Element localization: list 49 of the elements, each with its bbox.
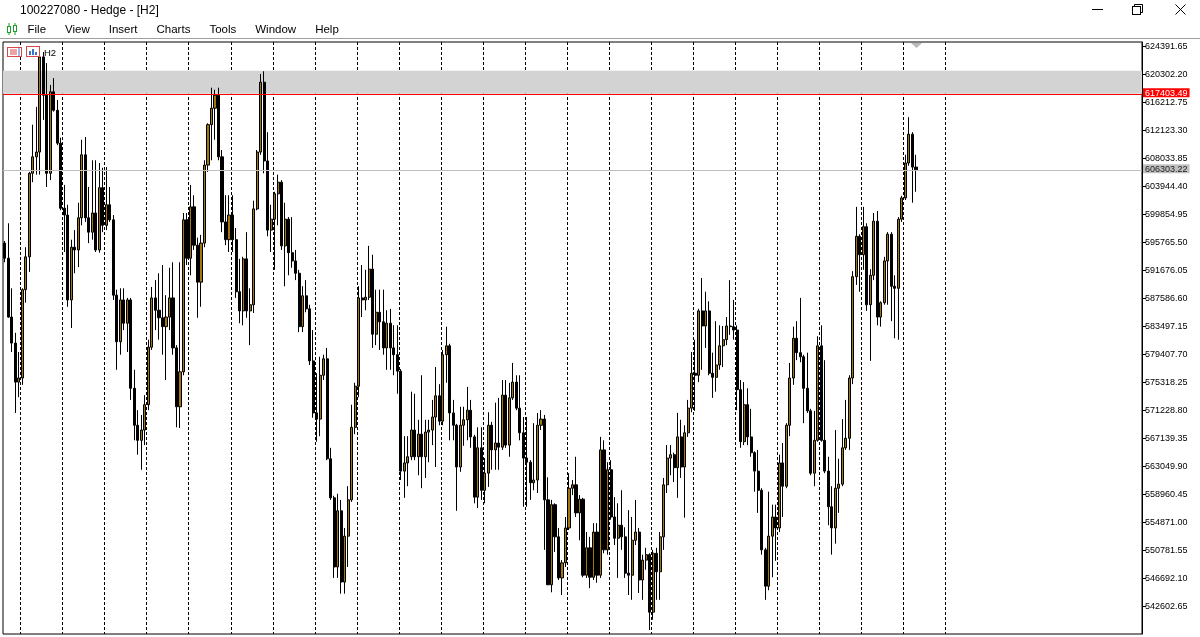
y-tick-label: 612123.30 <box>1145 124 1188 135</box>
y-tick-label: 542602.65 <box>1145 600 1188 611</box>
text: File <box>26 22 48 36</box>
candlestick <box>378 289 381 351</box>
y-tick-label: 579407.70 <box>1145 348 1188 359</box>
y-tick-label: 567139.35 <box>1145 432 1188 443</box>
text: View <box>64 22 91 36</box>
y-tick-label: 546692.10 <box>1145 572 1188 583</box>
y-tick-label: 599854.95 <box>1145 208 1188 219</box>
y-tick-label: 603944.40 <box>1145 180 1188 191</box>
candlestick <box>876 210 879 326</box>
ref-line-label: 617403.49 <box>1145 87 1188 98</box>
text: Tools <box>208 22 238 36</box>
chart-title: H2 <box>44 46 57 58</box>
candlestick <box>389 308 392 371</box>
candlestick <box>227 194 231 253</box>
candlestick <box>599 436 602 579</box>
candlestick <box>94 159 97 253</box>
y-tick-label: 608033.85 <box>1145 152 1188 163</box>
y-tick-label: 620302.20 <box>1145 68 1188 79</box>
text: Window <box>254 22 298 36</box>
y-tick-label: 616212.75 <box>1145 96 1188 107</box>
candlestick <box>536 412 539 494</box>
text: Insert <box>107 22 139 36</box>
candlestick <box>38 54 41 176</box>
candlestick <box>743 381 746 446</box>
ref-line-label: 606303.22 <box>1145 163 1188 174</box>
y-tick-label: 583497.15 <box>1145 320 1188 331</box>
candlestick <box>676 412 679 499</box>
y-tick-label: 595765.50 <box>1145 236 1188 247</box>
y-tick-label: 587586.60 <box>1145 292 1188 303</box>
y-tick-label: 563049.90 <box>1145 460 1188 471</box>
text: Help <box>314 22 340 36</box>
candlestick <box>581 497 585 578</box>
y-tick-label: 571228.80 <box>1145 404 1188 415</box>
y-tick-label: 558960.45 <box>1145 488 1188 499</box>
text: Charts <box>155 22 192 36</box>
y-tick-label: 554871.00 <box>1145 516 1188 527</box>
text: 100227080 - Hedge - [H2] <box>20 3 159 17</box>
candlestick <box>420 374 423 489</box>
y-tick-label: 550781.55 <box>1145 544 1188 555</box>
candlestick <box>627 509 630 596</box>
y-tick-label: 624391.65 <box>1145 40 1188 51</box>
candlestick <box>434 366 437 468</box>
y-tick-label: 591676.05 <box>1145 264 1188 275</box>
candlestick <box>476 426 479 509</box>
candlestick <box>98 162 101 254</box>
candlestick <box>494 402 497 471</box>
y-tick-label: 575318.25 <box>1145 376 1188 387</box>
